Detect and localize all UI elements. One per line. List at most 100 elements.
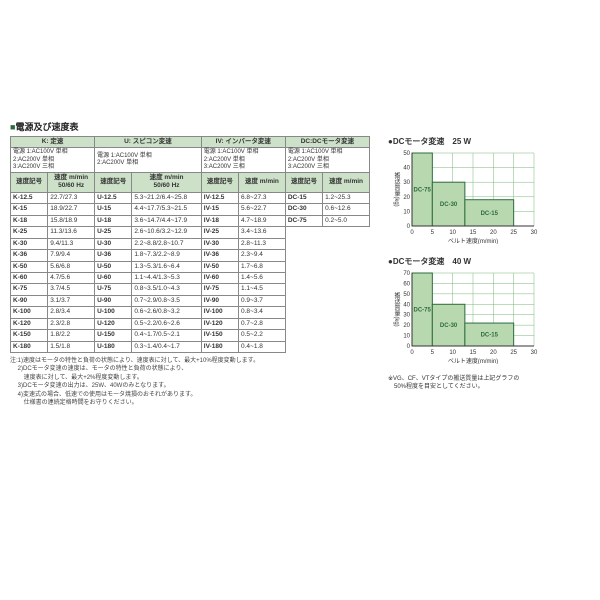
svg-text:20: 20 [490,230,497,236]
cell: 0.2~5.0 [323,215,370,226]
svg-text:70: 70 [403,271,410,277]
cell [285,341,322,352]
cell: IV-15 [201,204,238,215]
cell: 1.1~4.5 [239,284,286,295]
table-row: K-1501.8/2.2U-1500.4~1.7/0.5~2.1IV-1500.… [11,330,370,341]
cell: U-30 [95,238,132,249]
ps-K: 電源 1:AC100V 単相 2:AC200V 単相 3:AC200V 三相 [11,148,95,173]
subheader: 速度記号 [201,173,238,193]
cell: 2.8/3.4 [48,307,95,318]
cell: 2.6~10.6/3.2~12.9 [132,227,201,238]
cell [285,261,322,272]
cell [323,318,370,329]
cell: 1.1~4.4/1.3~5.3 [132,272,201,283]
subheader: 速度記号 [285,173,322,193]
cell: U-60 [95,272,132,283]
svg-text:DC-15: DC-15 [481,333,499,339]
chart-title: ●DCモータ変速 25 W [388,136,568,147]
cell: U-12.5 [95,192,132,203]
ps-IV: 電源 1:AC100V 単相 2:AC200V 単相 3:AC200V 三相 [201,148,285,173]
cell [323,227,370,238]
svg-text:DC-75: DC-75 [413,308,431,314]
chart-footnote: ※VG、CF、VTタイプの搬送質量は上記グラフの 50%程度を目安としてください… [388,376,568,392]
cell: 1.7~6.8 [239,261,286,272]
cell [323,295,370,306]
svg-text:15: 15 [470,350,477,356]
cell: 2.3/2.8 [48,318,95,329]
cell: U-100 [95,307,132,318]
cell: U-25 [95,227,132,238]
cell: K-36 [11,250,48,261]
table-row: K-604.7/5.6U-601.1~4.4/1.3~5.3IV-601.4~5… [11,272,370,283]
header-K: K: 定速 [11,137,95,148]
cell: 1.4~5.6 [239,272,286,283]
svg-text:0: 0 [410,230,414,236]
cell: K-60 [11,272,48,283]
cell: K-75 [11,284,48,295]
svg-text:30: 30 [403,180,410,186]
svg-text:40: 40 [403,302,410,308]
cell: 5.3~21.2/6.4~25.8 [132,192,201,203]
cell: K-12.5 [11,192,48,203]
svg-text:DC-30: DC-30 [440,323,458,329]
table-row: K-1801.5/1.8U-1800.3~1.4/0.4~1.7IV-1800.… [11,341,370,352]
cell: 22.7/27.3 [48,192,95,203]
table-row: K-1002.8/3.4U-1000.6~2.6/0.8~3.2IV-1000.… [11,307,370,318]
cell: 4.4~17.7/5.3~21.5 [132,204,201,215]
cell: U-36 [95,250,132,261]
table-row: K-1518.9/22.7U-154.4~17.7/5.3~21.5IV-155… [11,204,370,215]
svg-text:10: 10 [449,230,456,236]
cell [285,307,322,318]
cell: IV-25 [201,227,238,238]
svg-text:25: 25 [510,350,517,356]
cell [323,250,370,261]
cell: IV-180 [201,341,238,352]
cell: U-50 [95,261,132,272]
svg-text:ベルト速度(m/min): ベルト速度(m/min) [448,357,498,364]
cell [285,330,322,341]
cell: 0.5~2.2 [239,330,286,341]
cell: U-150 [95,330,132,341]
cell: 1.8/2.2 [48,330,95,341]
cell: K-90 [11,295,48,306]
cell: 2.8~11.3 [239,238,286,249]
cell: 0.8~3.4 [239,307,286,318]
svg-text:10: 10 [403,334,410,340]
cell: 3.6~14.7/4.4~17.9 [132,215,201,226]
cell: IV-100 [201,307,238,318]
subheader: 速度 m/min 50/60 Hz [132,173,201,193]
cell: 5.6/6.8 [48,261,95,272]
cell: 5.6~22.7 [239,204,286,215]
svg-text:DC-75: DC-75 [413,188,431,194]
svg-text:50: 50 [403,151,410,157]
header-U: U: スピコン変速 [95,137,202,148]
subheader: 速度記号 [95,173,132,193]
svg-text:25: 25 [510,230,517,236]
svg-text:5: 5 [431,350,435,356]
subheader: 速度 m/min 50/60 Hz [48,173,95,193]
cell: 0.9~3.7 [239,295,286,306]
cell: 15.8/18.9 [48,215,95,226]
svg-text:30: 30 [531,230,538,236]
cell: IV-50 [201,261,238,272]
svg-text:10: 10 [449,350,456,356]
cell: 4.7/5.6 [48,272,95,283]
cell [323,284,370,295]
svg-text:20: 20 [403,195,410,201]
svg-text:15: 15 [470,230,477,236]
cell: 2.2~8.8/2.8~10.7 [132,238,201,249]
header-IV: IV: インバータ変速 [201,137,285,148]
cell: IV-18 [201,215,238,226]
cell: IV-60 [201,272,238,283]
cell [323,307,370,318]
cell: 0.6~2.6/0.8~3.2 [132,307,201,318]
cell [285,295,322,306]
cell: 18.9/22.7 [48,204,95,215]
cell: 0.4~1.8 [239,341,286,352]
svg-text:20: 20 [490,350,497,356]
cell: IV-12.5 [201,192,238,203]
table-row: K-505.6/6.8U-501.3~5.3/1.6~6.4IV-501.7~6… [11,261,370,272]
cell: K-18 [11,215,48,226]
chart: 05101520253001020304050DC-75DC-30DC-15ベル… [388,149,538,244]
cell: 4.7~18.9 [239,215,286,226]
